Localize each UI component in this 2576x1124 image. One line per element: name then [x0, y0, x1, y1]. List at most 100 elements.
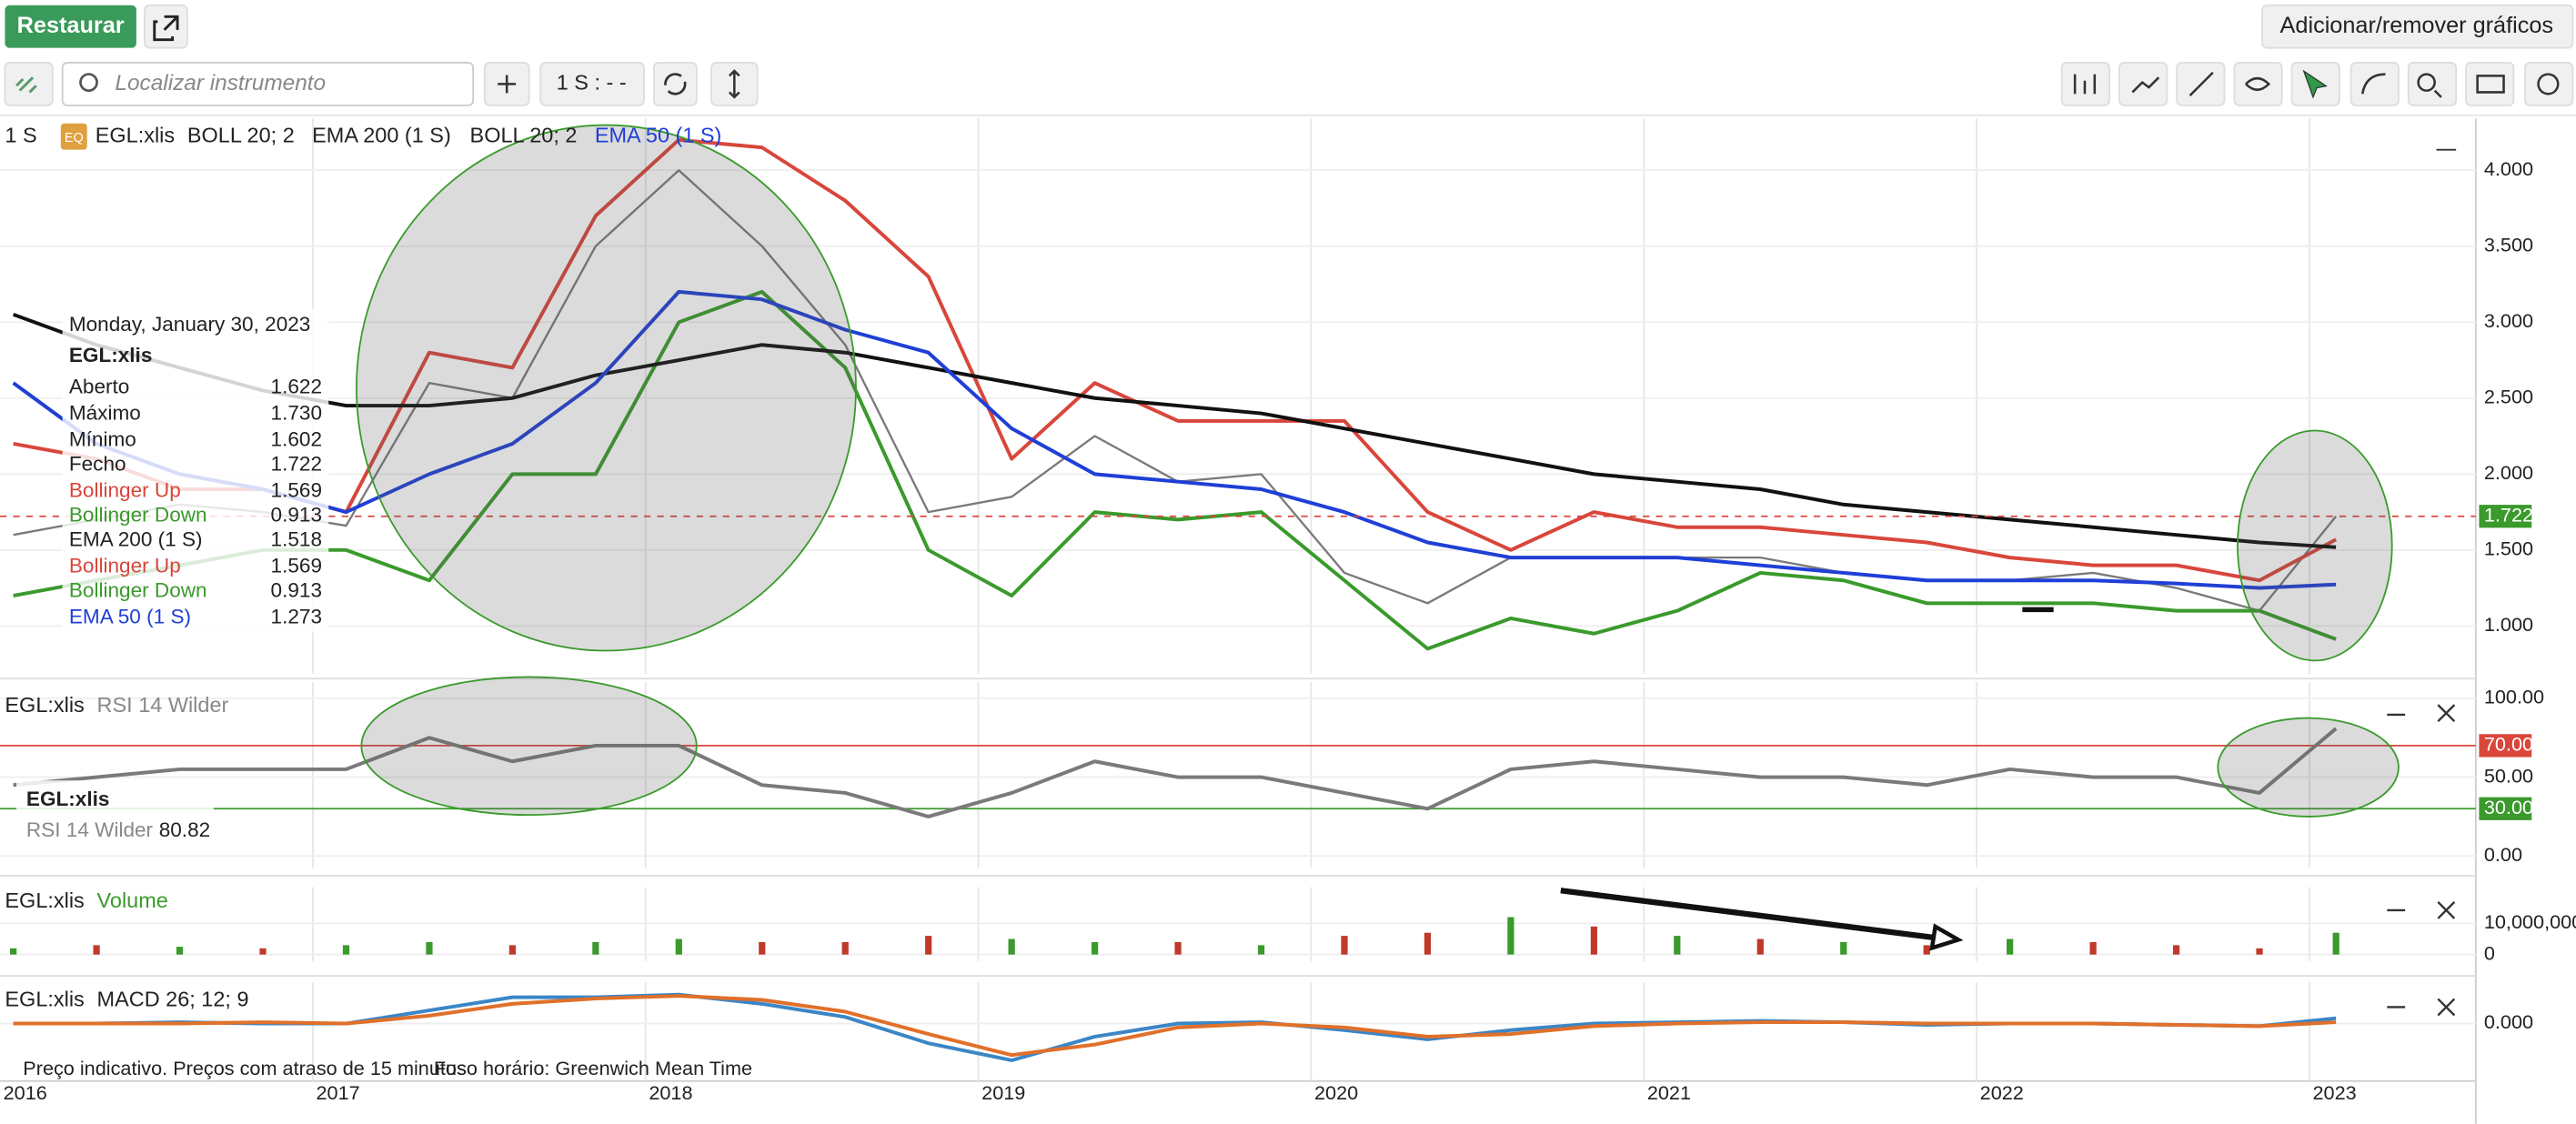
- bar: [592, 941, 599, 955]
- bar: [925, 936, 932, 955]
- annotation-circle: [2237, 429, 2393, 662]
- x-tick-label: 2020: [1314, 1081, 1358, 1104]
- restore-label: Restaurar: [17, 13, 125, 38]
- x-tick-label: 2018: [649, 1081, 692, 1104]
- tooltip-instrument: EGL:xlis: [69, 344, 153, 366]
- restore-button[interactable]: [5, 5, 136, 48]
- last-price-badge: [2479, 505, 2532, 528]
- tooltip-value: 1.602: [271, 427, 322, 450]
- y-tick-label: 0: [2484, 941, 2495, 964]
- tool-button[interactable]: [2233, 62, 2283, 106]
- popout-icon: [153, 15, 179, 42]
- series-line: [12, 289, 2337, 590]
- tooltip-label: Bollinger Up: [69, 478, 181, 501]
- tooltip-value: 0.913: [271, 503, 322, 526]
- tick-label-badge: [2479, 797, 2532, 820]
- bar: [2007, 938, 2014, 955]
- tooltip-value: 0.913: [271, 578, 322, 601]
- bar: [1756, 938, 1764, 955]
- y-tick-label: 30.00: [2484, 796, 2533, 818]
- tooltip-value: 1.622: [271, 376, 322, 398]
- tooltip-value: 1.518: [271, 527, 322, 550]
- annotation-circle: [2217, 717, 2400, 818]
- search-input[interactable]: [61, 62, 475, 106]
- y-tick-label: 4.000: [2484, 157, 2533, 180]
- tooltip-label: EMA 50 (1 S): [69, 605, 191, 627]
- panel-controls[interactable]: [2387, 901, 2456, 919]
- tool-button[interactable]: [2465, 62, 2515, 106]
- panel-instrument: EGL:xlis: [5, 987, 84, 1010]
- tooltip-label: Bollinger Down: [69, 578, 207, 601]
- badge-label: EQ: [65, 131, 84, 146]
- refresh-button[interactable]: [652, 62, 698, 106]
- bar: [759, 941, 766, 955]
- bar: [1424, 932, 1432, 955]
- y-tick-label: 3.000: [2484, 309, 2533, 332]
- tool-button[interactable]: [2350, 62, 2400, 106]
- footer-timezone: Fuso horário: Greenwich Mean Time: [434, 1057, 752, 1079]
- tooltip-label: Bollinger Down: [69, 503, 207, 526]
- link-button[interactable]: [4, 62, 54, 106]
- x-tick-label: 2017: [316, 1081, 359, 1104]
- x-tick-label: 2022: [1980, 1081, 2024, 1104]
- panel-controls[interactable]: [2387, 704, 2456, 723]
- x-tick-label: 2016: [4, 1081, 47, 1104]
- search-icon: [79, 73, 98, 92]
- period-button[interactable]: [539, 62, 645, 106]
- bar: [508, 945, 517, 955]
- indicator-label: BOLL 20; 2: [470, 123, 578, 146]
- y-tick-label: 2.000: [2484, 461, 2533, 484]
- tooltip-label: Máximo: [69, 401, 141, 424]
- bar: [1257, 945, 1265, 955]
- y-tick-label: 1.500: [2484, 537, 2533, 560]
- y-tick-label: 50.00: [2484, 764, 2533, 787]
- y-tick-label: 2.500: [2484, 385, 2533, 407]
- y-tick-label: 70.00: [2484, 733, 2533, 756]
- interval-label: 1 S: [5, 123, 36, 146]
- tooltip-label: EMA 200 (1 S): [69, 527, 203, 550]
- link-icon: [15, 76, 37, 94]
- tooltip-label: Mínimo: [69, 427, 136, 450]
- panel-title: RSI 14 Wilder: [97, 693, 229, 717]
- annotation-circle: [360, 676, 698, 817]
- y-tick-label: 1.000: [2484, 613, 2533, 636]
- tooltip-label: Fecho: [69, 452, 126, 475]
- tooltip: [62, 308, 329, 633]
- last-price-label: 1.722: [2484, 503, 2533, 526]
- add-icon: [498, 75, 517, 94]
- y-tick-label: 3.500: [2484, 233, 2533, 256]
- bar: [1091, 941, 1099, 955]
- annotation-arrowhead: [1929, 923, 1964, 951]
- tool-button[interactable]: [2407, 62, 2458, 106]
- y-tick-label: 10,000,000: [2484, 910, 2576, 933]
- tick-label-badge: [2479, 734, 2532, 758]
- tooltip-content: Monday, January 30, 2023 EGL:xlis Aberto…: [69, 313, 322, 627]
- bar: [1590, 926, 1597, 955]
- bar: [1174, 941, 1182, 955]
- annotation-arrow: [1560, 888, 1939, 941]
- bar: [1507, 917, 1514, 955]
- panel-controls[interactable]: [2387, 998, 2456, 1017]
- bar: [2089, 941, 2097, 955]
- bar: [1674, 936, 1681, 955]
- annotation-circle: [356, 124, 857, 652]
- instrument-label: EGL:xlis: [96, 123, 175, 146]
- rsi-tooltip-label: RSI 14 Wilder: [26, 818, 154, 841]
- add-remove-label: Adicionar/remover gráficos: [2280, 13, 2554, 38]
- tooltip-label: Aberto: [69, 376, 129, 398]
- rsi-tooltip-instrument: EGL:xlis: [26, 788, 110, 810]
- tooltip-value: 1.569: [271, 554, 322, 577]
- plot-layer: [0, 118, 2476, 1081]
- tooltip-value: 1.569: [271, 478, 322, 501]
- bar: [342, 945, 350, 955]
- add-remove-button[interactable]: [2261, 4, 2574, 49]
- bar: [2332, 932, 2340, 955]
- tool-button[interactable]: [2524, 62, 2574, 106]
- tooltip-label: Bollinger Up: [69, 554, 181, 577]
- tool-icons: [2060, 62, 2574, 106]
- tooltip-date: Monday, January 30, 2023: [69, 313, 311, 336]
- footer-note: Preço indicativo. Preços com atraso de 1…: [23, 1057, 467, 1079]
- panel-title: Volume: [97, 888, 168, 912]
